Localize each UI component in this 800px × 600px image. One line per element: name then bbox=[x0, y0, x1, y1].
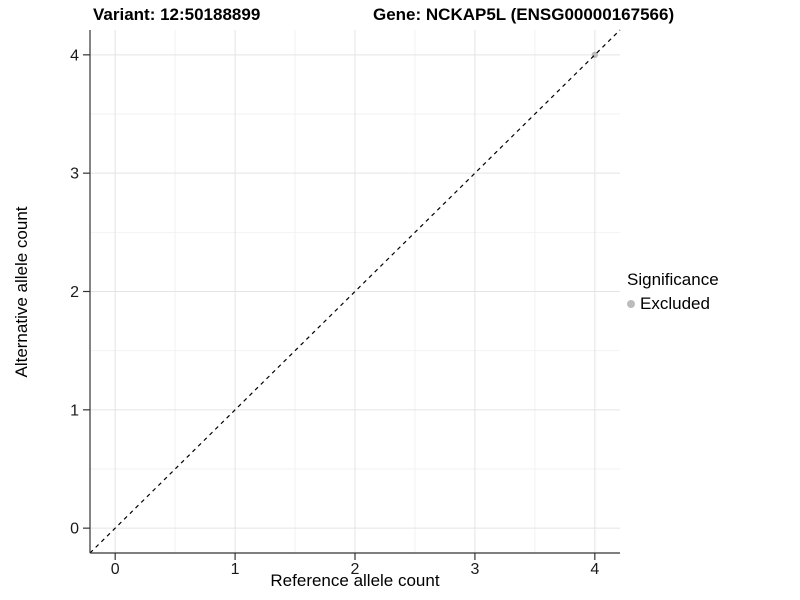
x-tick-label: 0 bbox=[111, 561, 120, 578]
y-tick-label: 1 bbox=[70, 402, 79, 419]
legend-item-label: Excluded bbox=[640, 294, 710, 313]
legend-item-excluded: Excluded bbox=[627, 294, 719, 314]
legend-point-icon bbox=[627, 300, 635, 308]
y-tick-label: 4 bbox=[70, 47, 79, 64]
y-tick-label: 0 bbox=[70, 521, 79, 538]
x-axis-title: Reference allele count bbox=[270, 571, 440, 590]
x-tick-label: 3 bbox=[470, 561, 479, 578]
x-tick-label: 1 bbox=[231, 561, 240, 578]
plot-title-variant: Variant: 12:50188899 bbox=[93, 5, 261, 24]
legend: Significance Excluded bbox=[627, 270, 719, 314]
legend-title: Significance bbox=[627, 270, 719, 289]
plot-title-gene: Gene: NCKAP5L (ENSG00000167566) bbox=[373, 5, 675, 24]
y-tick-label: 3 bbox=[70, 166, 79, 183]
x-tick-label: 4 bbox=[590, 561, 599, 578]
y-axis-title: Alternative allele count bbox=[12, 206, 31, 378]
x-tick-label: 2 bbox=[351, 561, 360, 578]
y-tick-label: 2 bbox=[70, 284, 79, 301]
